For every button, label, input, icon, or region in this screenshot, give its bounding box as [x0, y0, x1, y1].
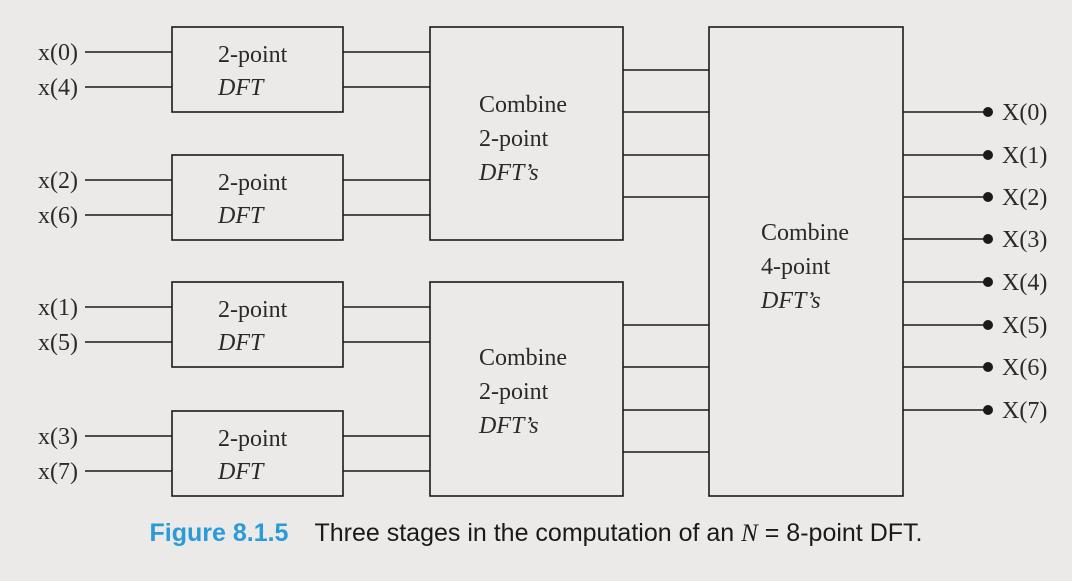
- input-label: x(0): [38, 40, 78, 66]
- output-terminals: [983, 107, 993, 415]
- stage3-label: DFT’s: [760, 288, 821, 314]
- caption-math-equation: = 8: [757, 519, 801, 547]
- output-terminal-dot: [983, 150, 993, 160]
- input-label: x(6): [38, 203, 78, 229]
- output-terminal-dot: [983, 192, 993, 202]
- stage2-label: 2-point: [479, 379, 549, 405]
- output-terminal-dot: [983, 320, 993, 330]
- stage1-label: DFT: [217, 203, 265, 229]
- input-wires: [85, 51, 172, 472]
- stage1-label: DFT: [217, 330, 265, 356]
- output-terminal-dot: [983, 405, 993, 415]
- output-label: X(2): [1002, 185, 1047, 211]
- input-label: x(3): [38, 424, 78, 450]
- figure-number: Figure 8.1.5: [149, 519, 289, 547]
- stage2-to-stage3-wires: [623, 69, 709, 453]
- stage2-label: 2-point: [479, 126, 549, 152]
- output-label: X(0): [1002, 100, 1047, 126]
- figure-caption: Figure 8.1.5 Three stages in the computat…: [0, 519, 1072, 548]
- dft-diagram: x(0) x(4) x(2) x(6) x(1) x(5) x(3) x(7) …: [38, 26, 1047, 497]
- stage1-label: DFT: [217, 459, 265, 485]
- output-label: X(5): [1002, 313, 1047, 339]
- stage3-label: Combine: [761, 220, 849, 246]
- output-terminal-dot: [983, 234, 993, 244]
- caption-text-before: Three stages in the computation of an: [314, 519, 742, 547]
- output-label: X(1): [1002, 143, 1047, 169]
- stage1-box-1: 2-point DFT: [171, 26, 344, 113]
- caption-text-after: -point DFT.: [800, 519, 923, 547]
- stage1-label: DFT: [217, 75, 265, 101]
- stage2-label: Combine: [479, 345, 567, 371]
- input-labels: x(0) x(4) x(2) x(6) x(1) x(5) x(3) x(7): [38, 40, 78, 485]
- output-label: X(3): [1002, 227, 1047, 253]
- output-labels: X(0) X(1) X(2) X(3) X(4) X(5) X(6) X(7): [1002, 100, 1047, 424]
- stage1-label: 2-point: [218, 426, 288, 452]
- input-label: x(5): [38, 330, 78, 356]
- output-terminal-dot: [983, 107, 993, 117]
- output-terminal-dot: [983, 362, 993, 372]
- output-label: X(7): [1002, 398, 1047, 424]
- input-label: x(1): [38, 295, 78, 321]
- caption-text: Three stages in the computation of an N …: [314, 519, 922, 547]
- input-label: x(7): [38, 459, 78, 485]
- output-label: X(4): [1002, 270, 1047, 296]
- input-label: x(2): [38, 168, 78, 194]
- stage2-box-bottom: Combine 2-point DFT’s: [429, 281, 624, 497]
- stage1-to-stage2-wires: [343, 51, 430, 472]
- caption-math-symbol: N: [741, 520, 758, 547]
- stage1-label: 2-point: [218, 42, 288, 68]
- input-label: x(4): [38, 75, 78, 101]
- stage1-box-2: 2-point DFT: [171, 154, 344, 241]
- stage3-box: Combine 4-point DFT’s: [708, 26, 904, 497]
- output-terminal-dot: [983, 277, 993, 287]
- stage1-label: 2-point: [218, 297, 288, 323]
- stage2-label: DFT’s: [478, 413, 539, 439]
- stage2-label: DFT’s: [478, 160, 539, 186]
- stage2-label: Combine: [479, 92, 567, 118]
- stage2-box-top: Combine 2-point DFT’s: [429, 26, 624, 241]
- stage1-box-4: 2-point DFT: [171, 410, 344, 497]
- output-label: X(6): [1002, 355, 1047, 381]
- output-wires: [903, 111, 988, 411]
- stage1-box-3: 2-point DFT: [171, 281, 344, 368]
- stage3-label: 4-point: [761, 254, 831, 280]
- stage1-label: 2-point: [218, 170, 288, 196]
